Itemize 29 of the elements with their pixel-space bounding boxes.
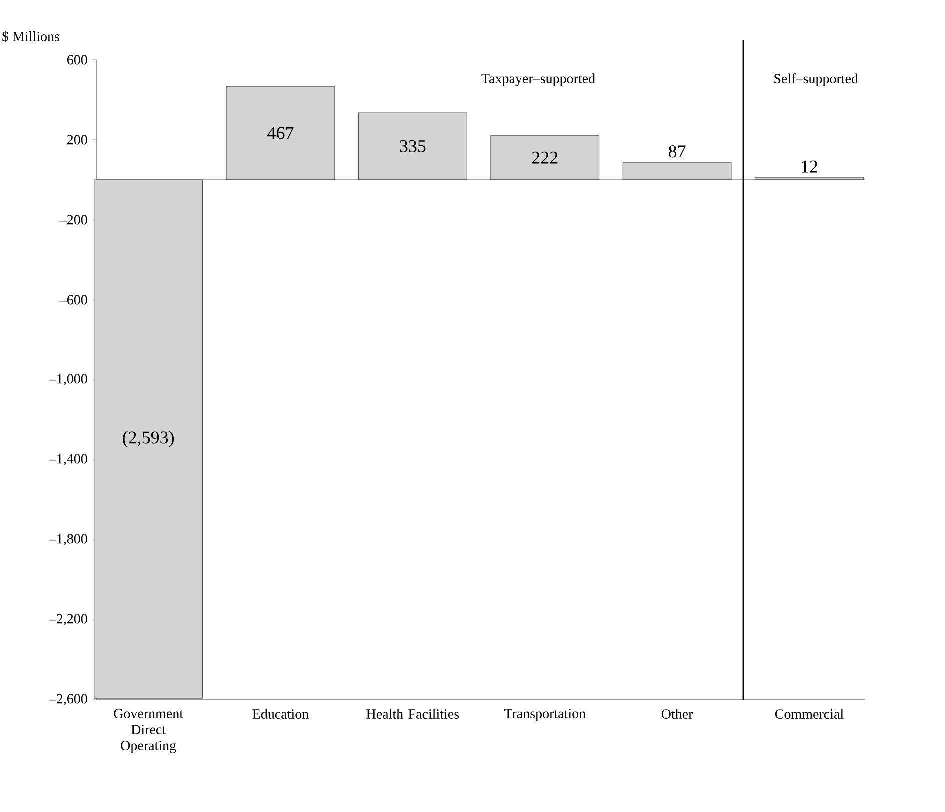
bar (226, 86, 336, 180)
y-tick-label: –1,800 (49, 534, 88, 546)
bar (358, 112, 468, 180)
data-label: 12 (802, 160, 818, 173)
y-axis-title: $ Millions (2, 31, 60, 42)
y-tick-label: –1,000 (49, 374, 88, 386)
x-tick-label: Health Facilities (366, 709, 460, 719)
x-tick-label: Education (252, 709, 309, 719)
y-tick-label: 600 (67, 55, 88, 65)
annotation: Taxpayer–supported (482, 74, 596, 86)
x-tick-label: Commercial (775, 709, 844, 719)
data-label: 335 (400, 140, 426, 153)
bar (490, 135, 600, 180)
data-label: 87 (668, 146, 686, 158)
x-tick-label: Transportation (504, 709, 586, 722)
x-tick-label: Other (662, 709, 694, 719)
y-tick-label: –2,200 (49, 614, 88, 626)
y-tick-label: –600 (60, 295, 88, 305)
data-label: (2,593) (123, 431, 174, 448)
y-tick-label: 200 (67, 135, 88, 145)
y-tick-label: –1,400 (49, 454, 88, 466)
data-label: 467 (268, 127, 294, 140)
x-tick-label: Government Direct Operating (114, 709, 184, 754)
bar (94, 180, 203, 699)
y-tick-label: –2,600 (49, 694, 88, 706)
annotation: Self–supported (774, 74, 858, 86)
bar (622, 162, 732, 180)
data-label: 222 (532, 152, 558, 164)
y-tick-label: –200 (60, 215, 88, 225)
